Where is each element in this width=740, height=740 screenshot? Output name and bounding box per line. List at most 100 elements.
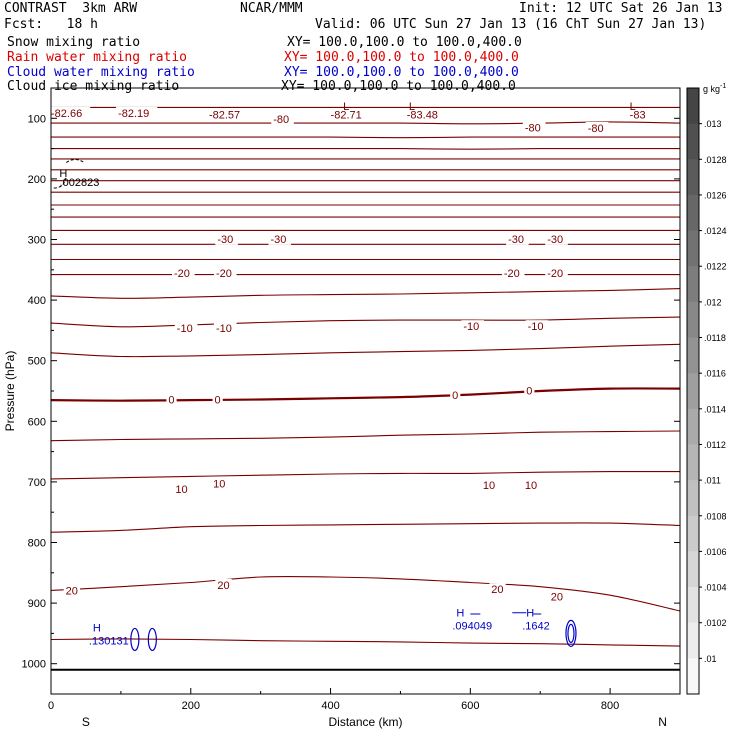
- y-axis-label: Pressure (hPa): [3, 351, 17, 432]
- contour-label-bg: [545, 266, 568, 279]
- contour-label-bg: [328, 108, 370, 121]
- contour-label: -82.66: [51, 108, 82, 120]
- colorbar-tick-label: .011: [704, 476, 721, 486]
- snow-contour-dashed: [66, 159, 85, 163]
- cloud-extremum-H: H: [456, 607, 464, 619]
- colorbar: .013 .0128 .0126 .0124 .0122 .012 .0118 .0116 .0…: [686, 83, 727, 695]
- init-time: Init: 12 UTC Sat 26 Jan 13: [519, 1, 723, 16]
- contour-label: -30: [547, 234, 563, 246]
- contour-label-bg: [116, 106, 158, 119]
- colorbar-swatch: [687, 408, 699, 445]
- colorbar-tick-label: .012: [704, 297, 722, 307]
- south-label: S: [82, 715, 90, 729]
- isotherm-20: [51, 575, 680, 612]
- contour-label: -10: [177, 323, 193, 335]
- contour-label-bg: [545, 232, 568, 245]
- contour-label: -10: [463, 321, 479, 333]
- colorbar-swatch: [687, 159, 699, 196]
- field-label-cloud-water: Cloud water mixing ratio: [7, 65, 195, 80]
- contour-label: -30: [508, 234, 524, 246]
- contour-label: 0: [452, 390, 458, 402]
- y-tick-label: 400: [28, 295, 46, 307]
- contour-label: -82.71: [331, 110, 362, 122]
- colorbar-tick-label: .0104: [704, 583, 727, 593]
- snow-contour-dashed: [53, 177, 67, 189]
- colorbar-swatch: [687, 337, 699, 374]
- contour-label-bg: [450, 389, 461, 402]
- y-tick-label: 100: [28, 113, 46, 125]
- colorbar-tick-label: .01: [704, 654, 717, 664]
- isotherm--70: [51, 148, 680, 150]
- isotherm--15: [51, 288, 680, 299]
- colorbar-swatch: [687, 123, 699, 160]
- extremum-H: H: [59, 168, 67, 180]
- x-tick-label: 0: [48, 700, 54, 712]
- contour-label: 0: [168, 394, 174, 406]
- contour-label: -20: [547, 268, 563, 280]
- isotherm--75: [51, 136, 680, 139]
- field-label-cloud-ice: Cloud ice mixing ratio: [7, 79, 180, 94]
- colorbar-swatch: [687, 373, 699, 410]
- colorbar-tick-label: .0102: [704, 618, 727, 628]
- y-tick-label: 1000: [22, 659, 46, 671]
- colorbar-unit-exponent: -1: [720, 83, 726, 90]
- colorbar-unit: g kg-1: [703, 83, 726, 94]
- contour-label: 10: [213, 479, 225, 491]
- cloud-value-label: .130131: [89, 635, 129, 647]
- contour-label-bg: [525, 320, 549, 333]
- center-label: NCAR/MMM: [240, 1, 303, 16]
- colorbar-tick-label: .0124: [704, 226, 727, 236]
- contour-label-bg: [173, 483, 190, 496]
- contour-label: -20: [174, 268, 190, 280]
- colorbar-tick-label: .0122: [704, 262, 727, 272]
- contour-label: 10: [525, 480, 537, 492]
- extremum-value: .002823: [60, 177, 100, 189]
- valid-time: Valid: 06 UTC Sun 27 Jan 13 (16 ChT Sun …: [315, 17, 707, 32]
- y-tick-label: 200: [28, 174, 46, 186]
- y-tick-label: 700: [28, 477, 46, 489]
- colorbar-frame: [686, 87, 700, 695]
- contour-label-bg: [215, 232, 238, 245]
- colorbar-tick-label: .0108: [704, 511, 727, 521]
- y-tick-label: 500: [28, 356, 46, 368]
- x-tick-label: 400: [321, 700, 339, 712]
- contour-label: -80: [273, 114, 289, 126]
- contour-label: 10: [483, 480, 495, 492]
- contour-label: -30: [270, 234, 286, 246]
- colorbar-swatch: [687, 301, 699, 339]
- contour-label: 20: [491, 584, 503, 596]
- contour-label-bg: [480, 478, 498, 491]
- contour-label-bg: [172, 266, 195, 279]
- field-xy-rain: XY= 100.0,100.0 to 100.0,400.0: [284, 50, 519, 65]
- cloud-water-contour: [147, 627, 157, 652]
- forecast-hour: Fcst: 18 h: [4, 17, 98, 32]
- isotherm--80: [51, 121, 680, 125]
- plot-title: CONTRAST 3km ARW: [4, 1, 138, 16]
- cloud-water-contour-fragment: [470, 612, 542, 615]
- field-label-snow: Snow mixing ratio: [7, 35, 141, 50]
- extremum-L: L: [343, 101, 349, 113]
- contour-label: -80: [588, 123, 604, 135]
- colorbar-swatch: [687, 88, 699, 125]
- extremum-L: L: [630, 101, 636, 113]
- contour-label: -82.19: [118, 108, 149, 120]
- contour-label: -10: [528, 321, 544, 333]
- colorbar-swatch: [687, 230, 699, 267]
- contour-label-bg: [213, 266, 237, 279]
- colorbar-tick-label: .0116: [704, 369, 726, 379]
- contour-label-bg: [206, 108, 249, 121]
- field-label-rain: Rain water mixing ratio: [7, 50, 188, 65]
- contour-label-bg: [212, 393, 223, 406]
- contour-label: 0: [526, 385, 532, 397]
- isotherm-25: [51, 638, 680, 647]
- x-tick-label: 600: [461, 700, 479, 712]
- contour-label-bg: [489, 583, 506, 596]
- contour-label-bg: [215, 578, 232, 591]
- contour-label-bg: [174, 321, 198, 334]
- contour-label: 20: [551, 591, 563, 603]
- contour-label-bg: [585, 121, 609, 134]
- contour-label-bg: [522, 121, 546, 134]
- contour-label: -20: [504, 268, 520, 280]
